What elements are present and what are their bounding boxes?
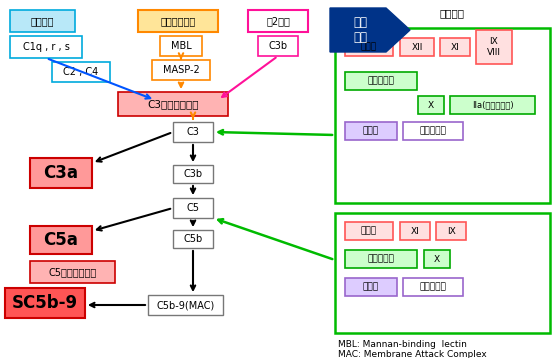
Text: MBL: Mannan-binding  lectin
MAC: Membrane Attack Complex: MBL: Mannan-binding lectin MAC: Membrane…: [338, 340, 487, 358]
Bar: [152, 60, 210, 80]
Text: IX: IX: [447, 227, 456, 236]
Bar: [345, 222, 393, 240]
Bar: [258, 36, 298, 56]
Text: C5b-9(MAC): C5b-9(MAC): [157, 300, 214, 310]
Bar: [403, 122, 463, 140]
Text: C3: C3: [187, 127, 199, 137]
Text: XII: XII: [411, 43, 423, 52]
Text: プラスミン: プラスミン: [419, 282, 447, 291]
Bar: [440, 38, 470, 56]
Bar: [436, 222, 466, 240]
Text: MASP-2: MASP-2: [163, 65, 199, 75]
Text: C2 , C4: C2 , C4: [63, 67, 99, 77]
Text: C5コンバターゼ: C5コンバターゼ: [48, 267, 96, 277]
Bar: [30, 158, 92, 188]
Bar: [345, 122, 397, 140]
Text: 古典経路: 古典経路: [31, 16, 54, 26]
Bar: [160, 36, 202, 56]
Bar: [403, 278, 463, 296]
Bar: [400, 222, 430, 240]
Bar: [118, 92, 228, 116]
Bar: [173, 122, 213, 142]
Text: 材料
表面: 材料 表面: [353, 16, 367, 44]
Text: C3コンバターゼ: C3コンバターゼ: [147, 99, 199, 109]
Text: 共通凝固系: 共通凝固系: [368, 255, 394, 263]
Bar: [345, 250, 417, 268]
Text: 線溶系: 線溶系: [363, 282, 379, 291]
Text: MBL: MBL: [170, 41, 192, 51]
Text: C3a: C3a: [43, 164, 79, 182]
Bar: [30, 261, 115, 283]
Bar: [345, 38, 393, 56]
Bar: [5, 288, 85, 318]
Text: C5: C5: [187, 203, 199, 213]
Bar: [148, 295, 223, 315]
Bar: [476, 30, 512, 64]
Bar: [345, 72, 417, 90]
Text: X: X: [428, 101, 434, 110]
Text: 第2経路: 第2経路: [266, 16, 290, 26]
Bar: [10, 10, 75, 32]
Bar: [335, 213, 550, 333]
Text: レクチン経路: レクチン経路: [160, 16, 196, 26]
Text: 内因系: 内因系: [361, 43, 377, 52]
Text: 内因系: 内因系: [361, 227, 377, 236]
Bar: [450, 96, 535, 114]
Polygon shape: [330, 8, 410, 52]
Bar: [345, 278, 397, 296]
Text: 線溶系: 線溶系: [363, 126, 379, 135]
Text: 凝固経路: 凝固経路: [440, 8, 465, 18]
Text: IIa(トロンビン): IIa(トロンビン): [472, 101, 514, 110]
Bar: [248, 10, 308, 32]
Bar: [10, 36, 82, 58]
Text: C5a: C5a: [43, 231, 79, 249]
Text: XI: XI: [451, 43, 460, 52]
Bar: [400, 38, 434, 56]
Bar: [173, 230, 213, 248]
Bar: [52, 62, 110, 82]
Text: IX
VIII: IX VIII: [487, 37, 501, 57]
Text: C1q , r , s: C1q , r , s: [23, 42, 70, 52]
Text: X: X: [434, 255, 440, 263]
Bar: [335, 28, 550, 203]
Text: C5b: C5b: [183, 234, 203, 244]
Text: XI: XI: [411, 227, 419, 236]
Bar: [424, 250, 450, 268]
Bar: [173, 198, 213, 218]
Text: プラスミン: プラスミン: [419, 126, 447, 135]
Bar: [138, 10, 218, 32]
Bar: [418, 96, 444, 114]
Text: SC5b-9: SC5b-9: [12, 294, 78, 312]
Bar: [173, 165, 213, 183]
Text: 共通凝固系: 共通凝固系: [368, 77, 394, 86]
Text: C3b: C3b: [183, 169, 203, 179]
Bar: [30, 226, 92, 254]
Text: C3b: C3b: [268, 41, 287, 51]
